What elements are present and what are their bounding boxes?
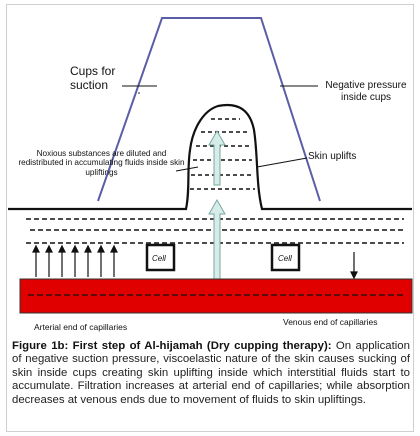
caption-heading: Figure 1b: First step of Al-hijamah (Dry… [12, 340, 332, 352]
cups-for-suction-label: Cups for suction [70, 64, 116, 92]
caption-body: On application of negative suction press… [12, 340, 410, 406]
venous-end-label: Venous end of capillaries [283, 317, 378, 327]
skin-uplifts-leader-line [256, 157, 308, 168]
skin-uplifts-label: Skin uplifts [308, 151, 357, 162]
cups-leader-dot [138, 92, 140, 94]
suction-cup-outline [97, 17, 321, 202]
figure-frame [6, 4, 414, 432]
cell-2 [270, 243, 301, 272]
cupping-diagram [8, 17, 413, 314]
filtration-arrows [32, 244, 118, 277]
uplift-fluid-lines [190, 118, 255, 190]
noxious-substances-label: Noxious substances are diluted and redis… [18, 149, 185, 177]
figure-caption: Figure 1b: First step of Al-hijamah (Dry… [12, 340, 410, 407]
noxious-leader-line [175, 166, 199, 172]
leader-lines [122, 85, 318, 172]
arterial-end-label: Arterial end of capillaries [34, 322, 128, 332]
cell-1-label: Cell [152, 254, 166, 263]
cell-1 [145, 243, 176, 272]
fluid-movement-arrows [208, 129, 226, 281]
negative-pressure-label: Negative pressure inside cups [325, 80, 407, 103]
absorption-arrow [350, 252, 358, 280]
skin-uplift-outline [8, 103, 412, 211]
cell-2-label: Cell [278, 254, 292, 263]
capillary-band [19, 278, 413, 314]
